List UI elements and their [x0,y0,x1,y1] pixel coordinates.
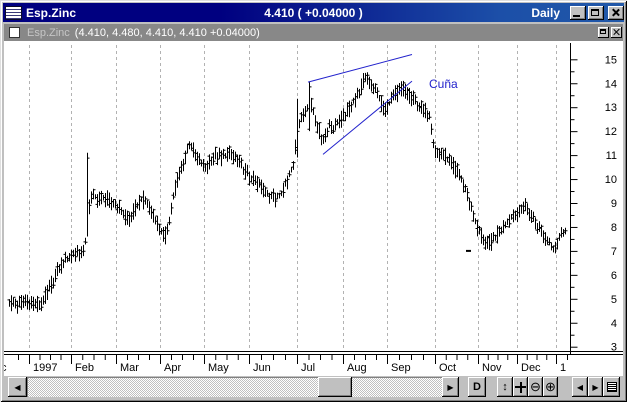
maximize-button[interactable] [588,5,604,20]
pan-button[interactable] [513,377,528,397]
y-axis-label: 6 [611,270,617,282]
month-label: Nov [482,362,502,374]
zoom-out-button[interactable]: ⊖ [528,377,543,397]
y-axis-label: 4 [611,318,617,330]
close-icon [613,28,620,36]
pan-cross-icon [515,381,526,393]
daily-period-button[interactable]: D [468,377,486,397]
minimize-button[interactable] [570,5,586,20]
y-axis-label: 9 [611,198,617,210]
month-label: 1 [560,362,566,374]
y-axis-label: 15 [605,54,617,66]
close-button[interactable] [608,5,624,20]
wedge-trendline [307,54,413,83]
close-icon [611,8,620,17]
page-right-button[interactable]: ▶ [588,377,603,397]
vertical-scale-button[interactable]: ↕ [497,377,513,397]
chart-background [4,41,623,376]
chart-window-icon [5,5,22,20]
month-label: Jun [253,362,271,374]
month-label: May [208,362,229,374]
bottom-toolbar: ◀ ▶ D ↕ ⊖ ⊕ ◀ ▶ [4,376,623,399]
scrollbar-thumb[interactable] [318,377,352,397]
y-axis-label: 5 [611,294,617,306]
restore-icon [600,29,606,34]
page-left-button[interactable]: ◀ [572,377,588,397]
y-axis-label: 14 [605,78,617,90]
scrollbar-left-arrow[interactable]: ◀ [8,377,27,397]
y-axis-label: 3 [611,342,617,354]
wedge-annotation: Cuña [429,77,458,91]
quote-list-button[interactable] [603,377,620,397]
minimize-icon [573,14,580,17]
price-bars [7,72,568,314]
series-restore-button[interactable] [598,27,609,38]
month-label: Sep [391,362,411,374]
month-label: Feb [75,362,94,374]
title-bar: Esp.Zinc 4.410 ( +0.04000 ) Daily [3,3,624,22]
y-axis-label: 7 [611,246,617,258]
chart-plot-area[interactable]: 1997 Feb Mar Apr May Jun Jul Aug Sep Oct Nov Dec 1 c 3… [1,41,623,376]
period-label: Daily [531,5,560,20]
month-label-partial: c [4,362,7,374]
series-ohlc-values: (4.410, 4.480, 4.410, 4.410 +0.04000) [74,26,260,39]
month-label: Aug [347,362,367,374]
wedge-trendline [322,80,413,155]
month-label: 1997 [33,362,57,374]
y-axis-label: 10 [605,174,617,186]
y-axis-label: 12 [605,126,617,138]
series-close-button[interactable] [611,27,622,38]
y-axis-label: 8 [611,222,617,234]
price-chart[interactable]: 1997 Feb Mar Apr May Jun Jul Aug Sep Oct Nov Dec 1 c 3… [1,41,623,376]
maximize-icon [591,8,599,16]
series-bar: Esp.Zinc (4.410, 4.480, 4.410, 4.410 +0.… [4,24,623,41]
series-color-swatch[interactable] [9,27,20,38]
month-label: Mar [120,362,139,374]
month-label: Oct [439,362,456,374]
month-label: Jul [301,362,315,374]
month-label: Apr [164,362,181,374]
y-axis-label: 13 [605,102,617,114]
y-axis-label: 11 [606,150,617,162]
scrollbar-right-arrow[interactable]: ▶ [442,377,459,397]
series-symbol: Esp.Zinc [27,26,70,39]
window-title: Esp.Zinc [26,5,77,20]
scrollbar-track[interactable] [27,377,442,397]
quote-list-icon [606,382,617,392]
month-label: Dec [521,362,541,374]
zoom-in-button[interactable]: ⊕ [543,377,558,397]
